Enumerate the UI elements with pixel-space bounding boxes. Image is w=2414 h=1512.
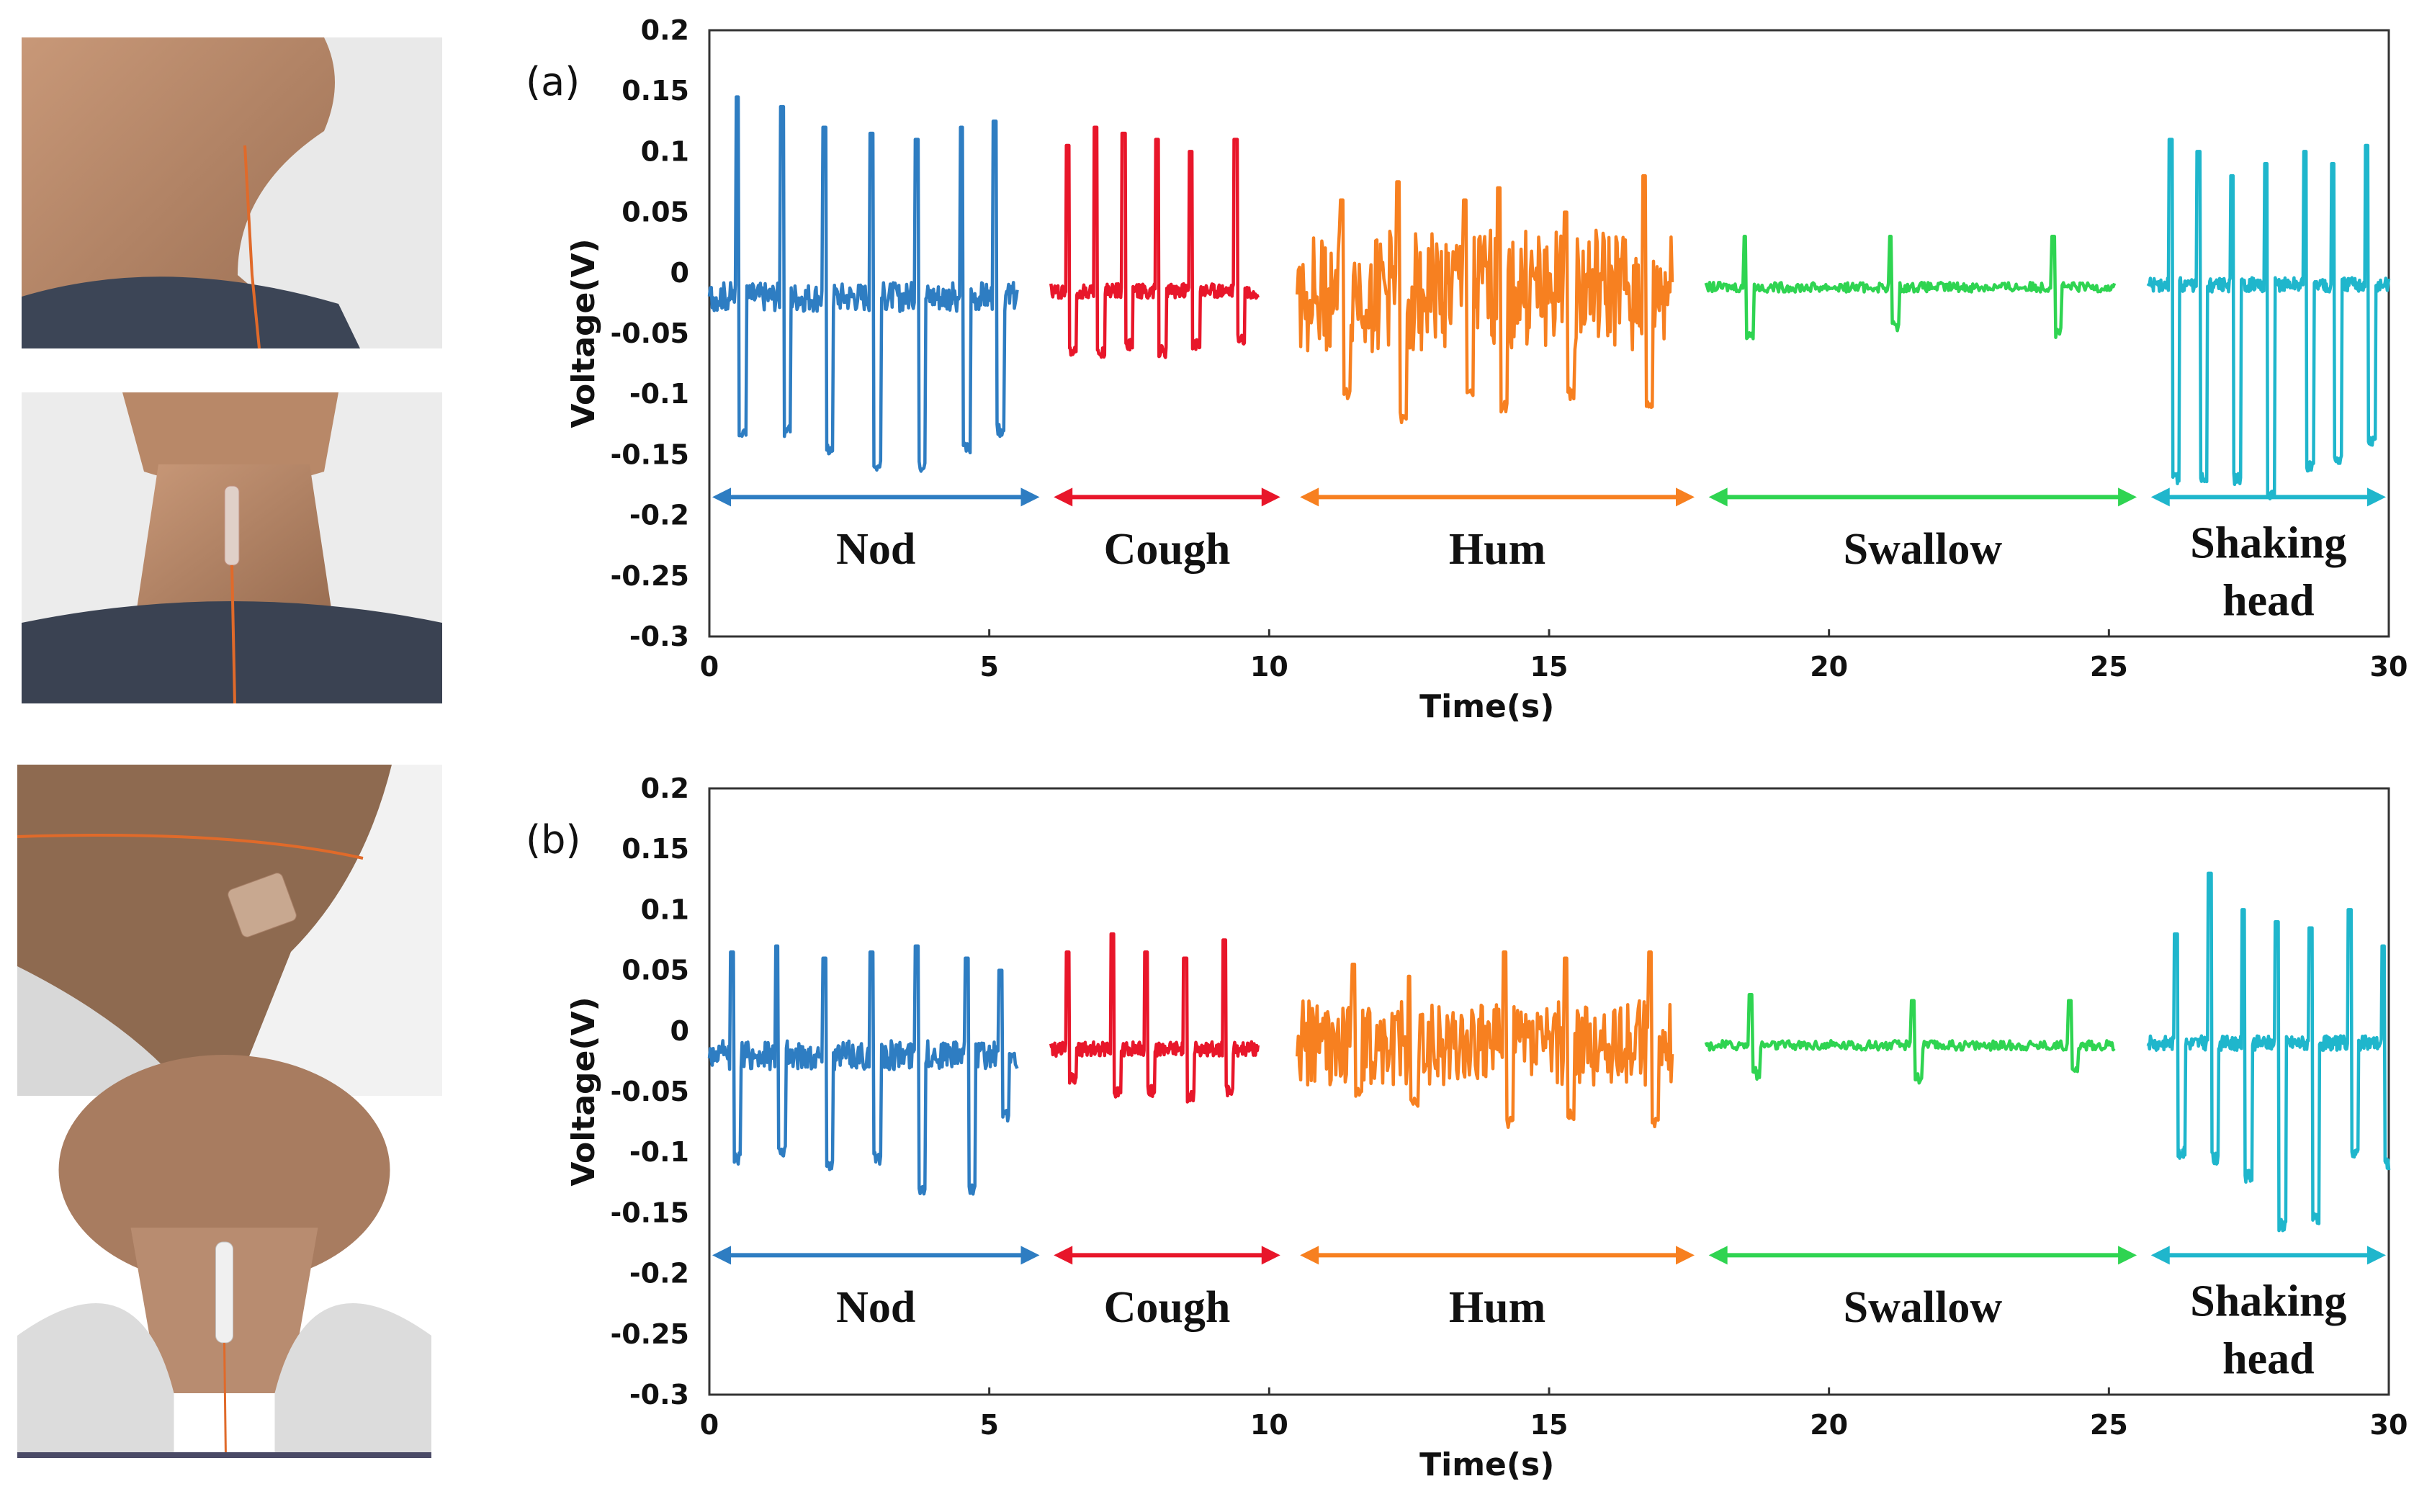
segment-label: Shaking	[2190, 519, 2346, 568]
chart-panel-b: 0.2 0.15 0.1 0.05 0 -0.05 -0.1 -0.15 -0.2 -0.25 -0…	[526, 773, 2408, 1483]
y-tick-label: 0.2	[641, 14, 689, 46]
series-cough-trace	[1049, 125, 1260, 359]
x-tick-label: 25	[2090, 651, 2128, 683]
neck-photo-1	[22, 37, 442, 349]
x-tick-label: 30	[2370, 1409, 2408, 1441]
x-tick-label: 20	[1810, 1409, 1848, 1441]
segment-label-line2: head	[2222, 577, 2314, 626]
arrow-head-left	[1708, 1246, 1728, 1265]
segment-label: Swallow	[1844, 525, 2003, 574]
y-tick-label: -0.05	[610, 318, 689, 349]
series-nod-trace	[707, 944, 1019, 1196]
y-tick-label: -0.15	[610, 1197, 689, 1228]
neck-photo-3	[17, 765, 442, 1096]
panel-label: (a)	[526, 59, 580, 104]
x-tick-label: 0	[700, 1409, 719, 1441]
neck-photo-2	[22, 392, 442, 704]
y-tick-label: -0.3	[629, 1379, 689, 1410]
segment-label: Hum	[1449, 525, 1545, 574]
arrow-head-left	[712, 487, 731, 507]
series-swallow-trace	[1704, 235, 2117, 341]
arrow-head-right	[1675, 1246, 1695, 1265]
segment-label: Hum	[1449, 1283, 1545, 1332]
x-tick-label: 15	[1530, 651, 1569, 683]
x-tick-label: 10	[1250, 1409, 1288, 1441]
arrow-head-right	[2367, 487, 2386, 507]
series-swallow-trace	[1704, 993, 2116, 1085]
x-tick-label: 30	[2370, 651, 2408, 683]
y-tick-label: 0.15	[622, 833, 689, 865]
plot-frame	[708, 29, 2390, 638]
segment-label: Swallow	[1844, 1283, 2003, 1332]
arrow-head-right	[1020, 1246, 1040, 1265]
x-tick-label: 20	[1810, 651, 1848, 683]
y-tick-label: 0.15	[622, 75, 689, 107]
y-tick-label: 0.1	[641, 894, 689, 925]
series-shaking-trace	[2146, 138, 2391, 500]
y-tick-label: -0.05	[610, 1076, 689, 1107]
arrow-head-left	[1054, 1246, 1073, 1265]
segment-label: Shaking	[2190, 1277, 2346, 1326]
segment-label: Nod	[836, 1283, 915, 1332]
arrow-head-left	[1300, 1246, 1319, 1265]
arrow-head-left	[1300, 487, 1319, 507]
y-tick-label: -0.25	[610, 1318, 689, 1350]
x-axis-title: Time(s)	[1419, 1446, 1554, 1483]
x-tick-label: 0	[700, 651, 719, 683]
arrow-head-left	[1708, 487, 1728, 507]
y-axis-title: Voltage(V)	[565, 996, 602, 1186]
arrow-head-right	[2367, 1246, 2386, 1265]
y-tick-label: 0.05	[622, 197, 689, 228]
y-tick-label: 0	[670, 257, 689, 289]
x-tick-label: 5	[979, 1409, 998, 1441]
arrow-head-left	[712, 1246, 731, 1265]
y-tick-label: -0.1	[629, 378, 689, 410]
arrow-head-right	[1261, 1246, 1280, 1265]
y-tick-label: 0.05	[622, 955, 689, 986]
series-shaking-trace	[2146, 871, 2391, 1233]
segment-label: Nod	[836, 525, 915, 574]
panel-label: (b)	[526, 817, 580, 863]
arrow-head-right	[1675, 487, 1695, 507]
series-hum-trace	[1295, 174, 1674, 425]
x-axis-title: Time(s)	[1419, 688, 1554, 725]
arrow-head-right	[1020, 487, 1040, 507]
y-tick-label: -0.1	[629, 1136, 689, 1168]
arrow-head-left	[2150, 1246, 2170, 1265]
arrow-head-right	[1261, 487, 1280, 507]
segment-label: Cough	[1104, 1283, 1231, 1332]
photo-layer	[17, 37, 442, 1459]
arrow-head-left	[1054, 487, 1073, 507]
y-tick-label: -0.25	[610, 560, 689, 592]
y-tick-label: -0.2	[629, 1258, 689, 1290]
y-axis-title: Voltage(V)	[565, 238, 602, 428]
arrow-head-right	[2118, 1246, 2137, 1265]
x-tick-label: 25	[2090, 1409, 2128, 1441]
x-tick-label: 5	[979, 651, 998, 683]
y-tick-label: 0.1	[641, 135, 689, 167]
y-tick-label: 0	[670, 1015, 689, 1047]
chart-panel-a: 0.2 0.15 0.1 0.05 0 -0.05 -0.1 -0.15 -0.2 -0.25 -0…	[526, 14, 2408, 725]
arrow-head-right	[2118, 487, 2137, 507]
series-cough-trace	[1049, 932, 1260, 1104]
y-tick-label: -0.3	[629, 621, 689, 652]
arrow-head-left	[2150, 487, 2170, 507]
x-tick-label: 15	[1530, 1409, 1569, 1441]
plot-frame	[708, 787, 2390, 1396]
series-nod-trace	[707, 95, 1019, 473]
x-tick-label: 10	[1250, 651, 1288, 683]
segment-label-line2: head	[2222, 1335, 2314, 1384]
y-tick-label: 0.2	[641, 773, 689, 804]
y-tick-label: -0.2	[629, 500, 689, 531]
series-hum-trace	[1295, 950, 1674, 1129]
y-tick-label: -0.15	[610, 438, 689, 470]
neck-photo-4	[17, 1055, 431, 1459]
segment-label: Cough	[1104, 525, 1231, 574]
